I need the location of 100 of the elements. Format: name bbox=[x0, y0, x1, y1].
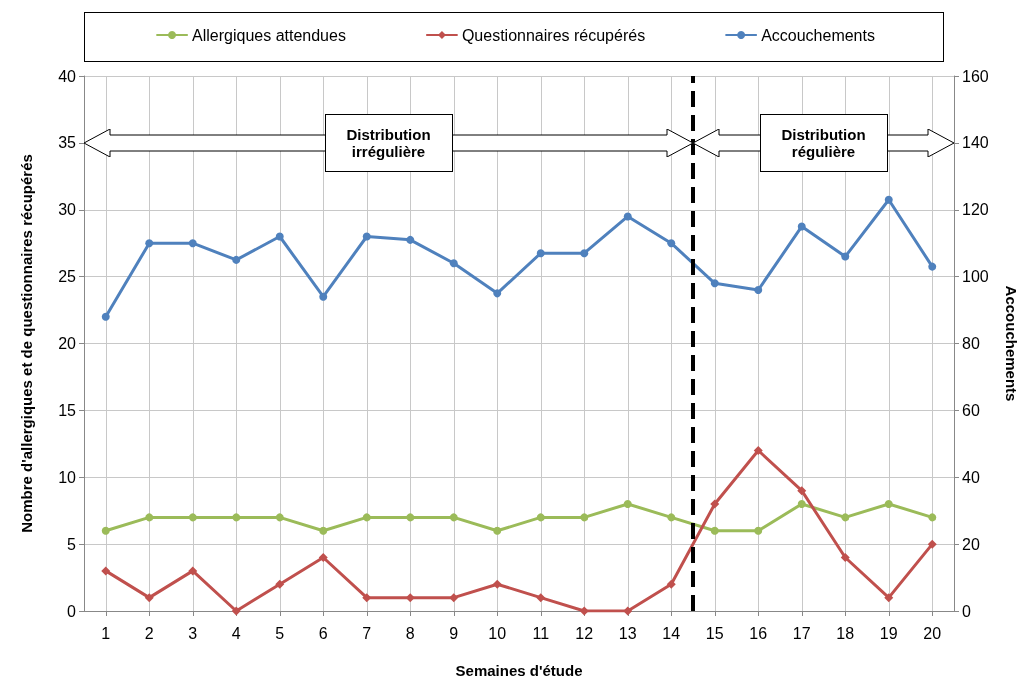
legend-label: Allergiques attendues bbox=[192, 26, 346, 44]
x-axis-title: Semaines d'étude bbox=[455, 662, 583, 679]
x-tick-label: 5 bbox=[275, 624, 285, 642]
point bbox=[493, 289, 502, 298]
point bbox=[753, 446, 763, 455]
point bbox=[667, 513, 676, 522]
point bbox=[144, 593, 154, 603]
point bbox=[362, 513, 371, 522]
point bbox=[101, 312, 110, 321]
y2-tick-label: 120 bbox=[962, 201, 989, 219]
y-tick-label: 10 bbox=[58, 468, 77, 486]
y2-tick-label: 20 bbox=[962, 535, 980, 553]
point bbox=[710, 526, 719, 535]
annotation: Distribution irrégulière bbox=[324, 113, 453, 172]
point bbox=[232, 513, 241, 522]
x-tick-label: 19 bbox=[879, 624, 898, 642]
point bbox=[797, 486, 807, 496]
point bbox=[928, 513, 937, 522]
x-tick-label: 12 bbox=[575, 624, 594, 642]
x-tick-label: 11 bbox=[532, 624, 550, 642]
y-tick-label: 15 bbox=[58, 401, 77, 419]
x-tick-label: 13 bbox=[618, 624, 637, 642]
legend-label: Accouchements bbox=[761, 26, 875, 44]
point bbox=[841, 513, 850, 522]
y2-tick-label: 140 bbox=[962, 134, 989, 152]
point bbox=[275, 513, 284, 522]
x-tick-label: 15 bbox=[705, 624, 724, 642]
point bbox=[318, 553, 328, 562]
point bbox=[536, 513, 545, 522]
y2-tick-label: 0 bbox=[962, 602, 971, 620]
y-tick-label: 35 bbox=[58, 134, 77, 152]
point bbox=[623, 606, 633, 616]
point bbox=[145, 513, 154, 522]
point bbox=[536, 593, 546, 603]
point bbox=[710, 499, 720, 509]
x-tick-label: 7 bbox=[362, 624, 372, 642]
point bbox=[362, 593, 372, 603]
point bbox=[319, 526, 328, 535]
point bbox=[101, 566, 111, 576]
point bbox=[754, 286, 763, 294]
x-tick-label: 8 bbox=[405, 624, 415, 642]
x-tick-label: 9 bbox=[449, 624, 459, 642]
point bbox=[841, 252, 850, 261]
point bbox=[188, 566, 198, 576]
point bbox=[797, 500, 806, 508]
point bbox=[188, 513, 197, 522]
point bbox=[449, 259, 458, 268]
point bbox=[666, 579, 676, 589]
x-tick-label: 1 bbox=[101, 624, 111, 642]
point bbox=[536, 249, 545, 258]
point bbox=[449, 593, 459, 603]
x-tick-label: 18 bbox=[836, 624, 855, 642]
point bbox=[275, 232, 284, 241]
point bbox=[101, 526, 110, 535]
point bbox=[928, 262, 937, 271]
point bbox=[362, 232, 371, 241]
x-tick-label: 14 bbox=[662, 624, 681, 642]
point bbox=[405, 593, 415, 603]
point bbox=[884, 195, 893, 204]
y-tick-label: 20 bbox=[58, 335, 77, 352]
point bbox=[275, 579, 285, 589]
x-tick-label: 3 bbox=[188, 624, 198, 642]
x-tick-label: 6 bbox=[318, 624, 328, 642]
annotation: Distribution régulière bbox=[759, 113, 888, 172]
point bbox=[493, 526, 502, 535]
y2-axis-title: Accouchements bbox=[1003, 285, 1020, 402]
point bbox=[188, 239, 197, 248]
y-tick-label: 40 bbox=[58, 67, 77, 85]
point bbox=[840, 553, 850, 562]
y-tick-label: 25 bbox=[58, 268, 77, 286]
y-axis-title: Nombre d'allergiques et de questionnaires récupérés bbox=[18, 154, 35, 533]
y2-tick-label: 160 bbox=[962, 67, 989, 85]
y-tick-label: 5 bbox=[67, 535, 77, 553]
x-tick-label: 16 bbox=[749, 624, 768, 642]
point bbox=[623, 500, 632, 508]
point bbox=[710, 279, 719, 288]
point bbox=[754, 526, 763, 535]
point bbox=[797, 222, 806, 231]
point bbox=[667, 239, 676, 248]
point bbox=[579, 606, 589, 616]
y-tick-label: 0 bbox=[67, 602, 77, 620]
point bbox=[580, 249, 589, 258]
point bbox=[232, 255, 241, 264]
point bbox=[492, 579, 502, 589]
point bbox=[884, 500, 893, 508]
y2-tick-label: 60 bbox=[962, 401, 980, 419]
y2-tick-label: 80 bbox=[962, 335, 980, 352]
point bbox=[449, 513, 458, 522]
y-tick-label: 30 bbox=[58, 201, 77, 219]
x-tick-label: 10 bbox=[488, 624, 507, 642]
point bbox=[319, 292, 328, 301]
point bbox=[406, 513, 415, 522]
legend-label: Questionnaires récupérés bbox=[461, 26, 646, 44]
x-tick-label: 20 bbox=[923, 624, 942, 642]
point bbox=[406, 235, 415, 244]
point bbox=[927, 539, 937, 549]
x-tick-label: 2 bbox=[144, 624, 154, 642]
x-tick-label: 4 bbox=[231, 624, 241, 642]
point bbox=[623, 212, 632, 221]
point bbox=[884, 593, 894, 603]
